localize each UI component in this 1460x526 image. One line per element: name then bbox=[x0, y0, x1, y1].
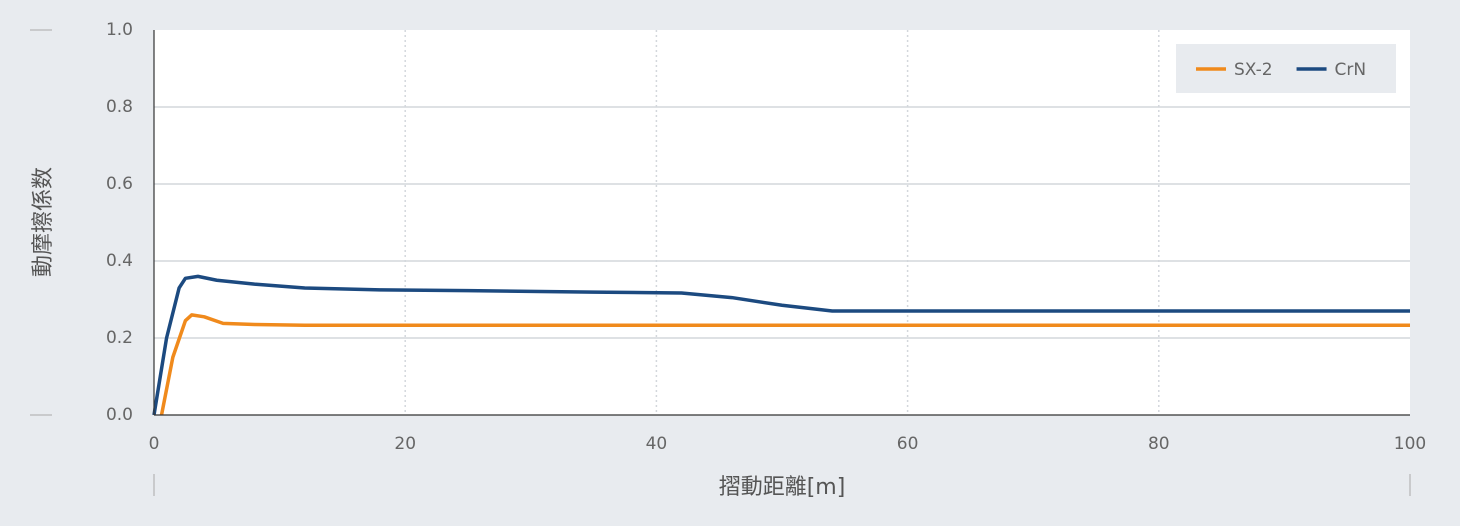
y-tick-label: 0.0 bbox=[106, 405, 133, 425]
x-tick-label: 80 bbox=[1148, 434, 1170, 454]
y-tick-label: 1.0 bbox=[106, 20, 133, 40]
y-tick-label: 0.8 bbox=[106, 97, 133, 117]
y-tick-label: 0.4 bbox=[106, 251, 133, 271]
x-tick-label: 60 bbox=[897, 434, 919, 454]
legend-label: SX-2 bbox=[1234, 60, 1273, 80]
y-axis-label: 動摩擦係数 bbox=[31, 167, 56, 277]
x-tick-label: 40 bbox=[646, 434, 668, 454]
x-tick-label: 20 bbox=[394, 434, 416, 454]
x-tick-label: 0 bbox=[149, 434, 160, 454]
legend-label: CrN bbox=[1335, 60, 1367, 80]
line bbox=[159, 313, 1410, 416]
x-axis-label: 摺動距離[m] bbox=[719, 475, 846, 500]
y-tick-label: 0.6 bbox=[106, 174, 133, 194]
y-tick-label: 0.2 bbox=[106, 328, 133, 348]
plot-area bbox=[154, 30, 1410, 415]
line bbox=[152, 274, 1410, 416]
x-tick-label: 100 bbox=[1394, 434, 1426, 454]
